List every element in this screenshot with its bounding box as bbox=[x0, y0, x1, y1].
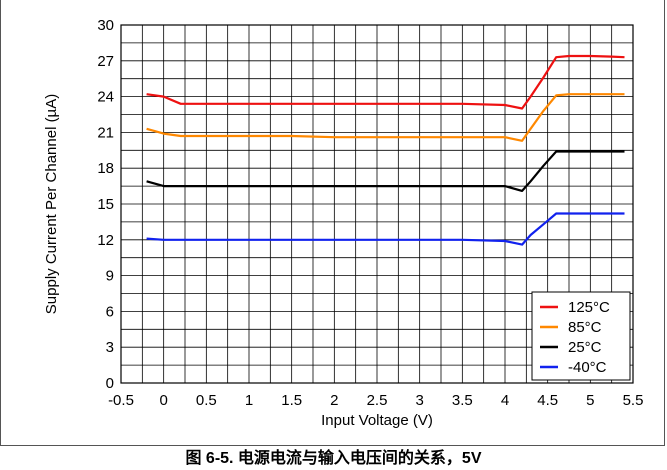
y-tick-label: 9 bbox=[106, 268, 114, 285]
x-tick-label: 1.5 bbox=[281, 392, 302, 409]
series-line-85c bbox=[146, 93, 625, 142]
y-tick-label: 15 bbox=[97, 196, 114, 213]
series-line--40c bbox=[146, 212, 625, 246]
supply-current-chart: -0.5 0 0.5 1 1.5 2 2.5 3 3.5 4 4.5 5 5.5 03691215182… bbox=[43, 17, 643, 429]
x-tick-labels: -0.5 0 0.5 1 1.5 2 2.5 3 3.5 4 4.5 5 5.5 bbox=[108, 392, 643, 409]
series-lines bbox=[146, 54, 625, 246]
x-axis-label: Input Voltage (V) bbox=[321, 412, 433, 429]
series-line-125c bbox=[146, 54, 625, 110]
y-tick-label: 18 bbox=[97, 160, 114, 177]
plot-area-border bbox=[120, 24, 634, 384]
x-tick-label: 5 bbox=[586, 392, 594, 409]
x-tick-label: 3.5 bbox=[452, 392, 473, 409]
x-tick-label: 5.5 bbox=[623, 392, 644, 409]
figure-frame: -0.5 0 0.5 1 1.5 2 2.5 3 3.5 4 4.5 5 5.5 0 3 6 9 12 15 18 2… bbox=[0, 0, 665, 446]
y-tick-label: 30 bbox=[97, 17, 114, 34]
x-tick-label: 4.5 bbox=[537, 392, 558, 409]
legend-label: 125°C bbox=[568, 299, 610, 316]
figure-caption: 图 6-5. 电源电流与输入电压间的关系，5V bbox=[185, 450, 482, 467]
x-tick-label: 2 bbox=[330, 392, 338, 409]
legend-label: 85°C bbox=[568, 319, 602, 336]
legend-label: -40°C bbox=[568, 359, 607, 376]
x-tick-label: 3 bbox=[415, 392, 423, 409]
y-tick-label: 12 bbox=[97, 232, 114, 249]
x-tick-label: 0.5 bbox=[196, 392, 217, 409]
y-tick-label: 3 bbox=[106, 339, 114, 356]
series-line-25c bbox=[146, 150, 625, 192]
legend: 125°C 85°C 25°C -40°C bbox=[531, 291, 631, 381]
x-tick-label: 0 bbox=[159, 392, 167, 409]
y-tick-label: 0 bbox=[106, 375, 114, 392]
y-tick-label: 21 bbox=[97, 124, 114, 141]
x-tick-label: 1 bbox=[245, 392, 253, 409]
y-tick-label: 6 bbox=[106, 303, 114, 320]
y-tick-label: 24 bbox=[97, 89, 114, 106]
x-tick-label: 2.5 bbox=[367, 392, 388, 409]
y-tick-labels: 0 3 6 9 12 15 18 21 24 27 30 bbox=[97, 17, 114, 392]
y-tick-label: 27 bbox=[97, 53, 114, 70]
x-tick-label: 4 bbox=[501, 392, 509, 409]
legend-label: 25°C bbox=[568, 339, 602, 356]
y-axis-label: Supply Current Per Channel (µA) bbox=[43, 94, 60, 314]
x-tick-label: -0.5 bbox=[108, 392, 134, 409]
